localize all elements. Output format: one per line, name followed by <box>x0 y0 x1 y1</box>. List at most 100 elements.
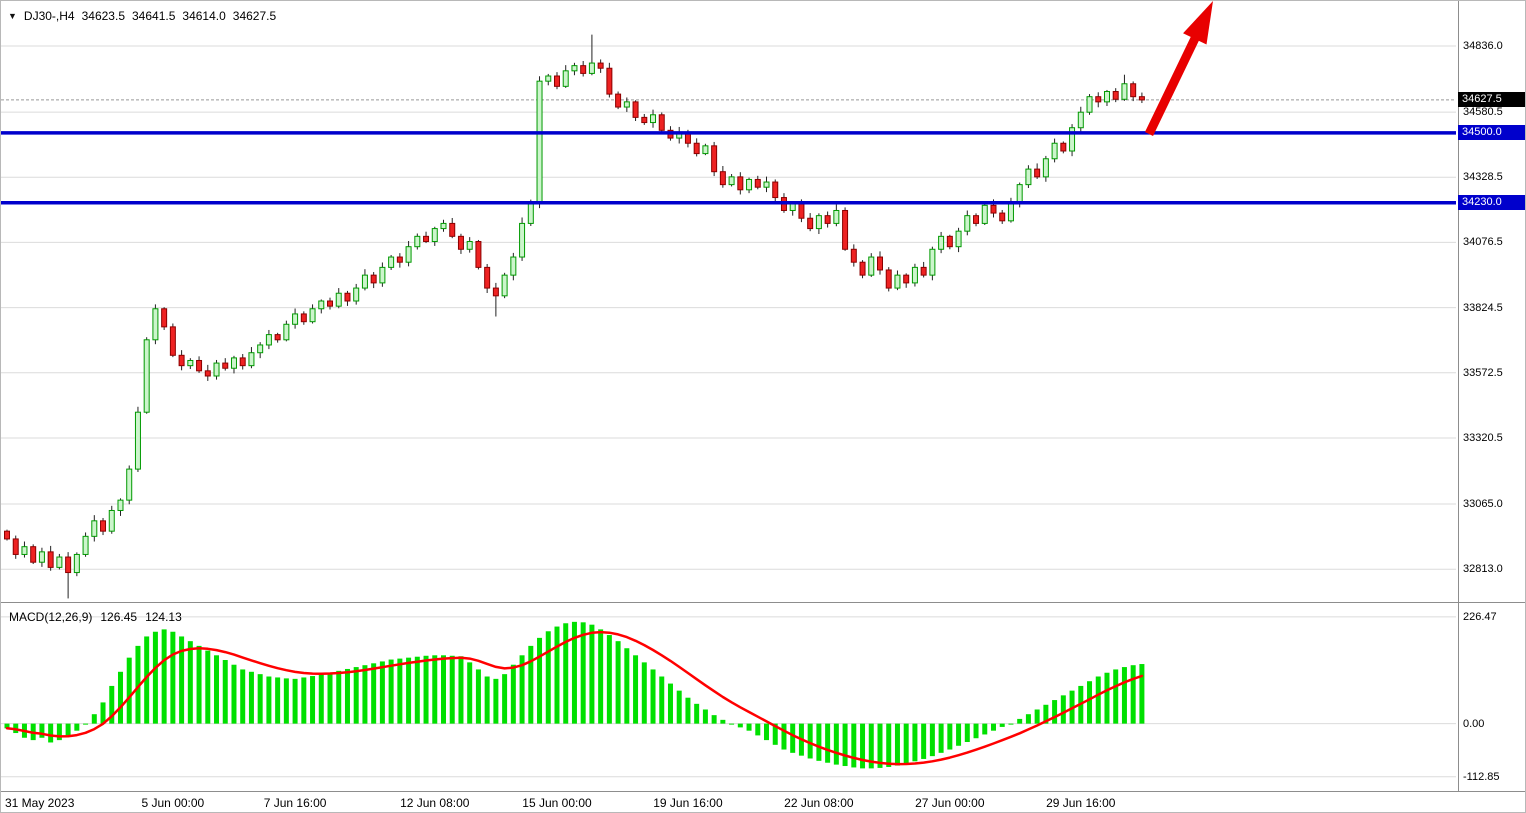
candle[interactable] <box>126 468 133 501</box>
candle[interactable] <box>457 235 464 250</box>
candle[interactable] <box>117 499 124 511</box>
candle[interactable] <box>222 362 229 369</box>
candle[interactable] <box>973 215 980 224</box>
candle[interactable] <box>501 274 508 297</box>
candle[interactable] <box>981 204 988 224</box>
panel-separator[interactable] <box>1 602 1525 603</box>
candle[interactable] <box>1069 127 1076 152</box>
candle[interactable] <box>763 181 770 188</box>
candle[interactable] <box>1077 111 1084 129</box>
candle[interactable] <box>327 300 334 307</box>
candle[interactable] <box>632 101 639 118</box>
candle[interactable] <box>946 235 953 248</box>
candle[interactable] <box>824 215 831 224</box>
candle[interactable] <box>492 287 499 297</box>
candle[interactable] <box>82 535 89 555</box>
candle[interactable] <box>38 551 45 563</box>
candle[interactable] <box>833 209 840 224</box>
candle[interactable] <box>405 246 412 263</box>
candle[interactable] <box>903 274 910 284</box>
candle[interactable] <box>842 209 849 250</box>
candle[interactable] <box>650 114 657 124</box>
candle[interactable] <box>178 354 185 367</box>
candle[interactable] <box>161 308 168 328</box>
candle[interactable] <box>885 269 892 289</box>
candle[interactable] <box>911 266 918 284</box>
candle[interactable] <box>859 261 866 276</box>
candle[interactable] <box>30 546 37 563</box>
candle[interactable] <box>1086 96 1093 113</box>
candle[interactable] <box>955 230 962 248</box>
candle[interactable] <box>615 93 622 108</box>
candle[interactable] <box>702 145 709 155</box>
candle[interactable] <box>597 62 604 69</box>
candle[interactable] <box>56 556 63 568</box>
candle[interactable] <box>335 292 342 307</box>
candle[interactable] <box>1051 142 1058 160</box>
candle[interactable] <box>12 538 19 555</box>
candle[interactable] <box>711 145 718 173</box>
candle[interactable] <box>353 287 360 302</box>
candle[interactable] <box>388 256 395 268</box>
candle[interactable] <box>196 359 203 372</box>
price-chart-svg[interactable] <box>1 1 1458 602</box>
candle[interactable] <box>248 352 255 367</box>
candle[interactable] <box>47 551 54 568</box>
candle[interactable] <box>484 266 491 289</box>
candle[interactable] <box>1121 83 1128 100</box>
candle[interactable] <box>257 344 264 354</box>
candle[interactable] <box>623 101 630 108</box>
candle[interactable] <box>545 75 552 82</box>
candle[interactable] <box>187 359 194 367</box>
candle[interactable] <box>728 176 735 186</box>
candle[interactable] <box>239 357 246 367</box>
candle[interactable] <box>475 241 482 268</box>
candle[interactable] <box>1042 158 1049 178</box>
symbol-dropdown-icon[interactable]: ▼ <box>8 11 17 21</box>
candle[interactable] <box>868 256 875 276</box>
candle[interactable] <box>230 357 237 369</box>
trend-arrow-annotation[interactable] <box>1144 1 1213 136</box>
candle[interactable] <box>807 217 814 230</box>
candle[interactable] <box>606 67 613 95</box>
candle[interactable] <box>431 228 438 243</box>
candle[interactable] <box>108 509 115 532</box>
candle[interactable] <box>772 181 779 199</box>
candle[interactable] <box>1112 91 1119 100</box>
candle[interactable] <box>990 204 997 214</box>
support-resistance-lines[interactable] <box>1 131 1456 205</box>
candle[interactable] <box>737 176 744 191</box>
candle[interactable] <box>571 65 578 72</box>
candle[interactable] <box>213 362 220 377</box>
candle[interactable] <box>100 520 107 532</box>
candle[interactable] <box>877 256 883 271</box>
candle[interactable] <box>414 235 421 248</box>
candle[interactable] <box>143 339 150 413</box>
candle[interactable] <box>65 556 72 574</box>
candle[interactable] <box>938 235 945 250</box>
candle[interactable] <box>929 248 936 276</box>
candle[interactable] <box>562 70 569 87</box>
candle[interactable] <box>1130 83 1137 98</box>
candle[interactable] <box>134 411 141 470</box>
candle[interactable] <box>999 212 1006 222</box>
candle[interactable] <box>361 274 368 289</box>
candle[interactable] <box>318 300 325 310</box>
candle[interactable] <box>815 215 822 230</box>
candle[interactable] <box>309 308 316 323</box>
candle[interactable] <box>850 248 857 263</box>
candle[interactable] <box>204 370 211 377</box>
candle[interactable] <box>21 546 28 555</box>
candle[interactable] <box>553 75 560 87</box>
candle[interactable] <box>1138 96 1145 101</box>
candle[interactable] <box>396 256 403 263</box>
candle[interactable] <box>754 178 761 188</box>
candle[interactable] <box>370 274 377 284</box>
candle[interactable] <box>920 266 927 276</box>
candle[interactable] <box>746 178 753 191</box>
candle[interactable] <box>580 65 587 74</box>
candle[interactable] <box>152 308 159 341</box>
candle[interactable] <box>379 266 386 284</box>
candle[interactable] <box>344 292 351 302</box>
candle[interactable] <box>1007 202 1014 222</box>
